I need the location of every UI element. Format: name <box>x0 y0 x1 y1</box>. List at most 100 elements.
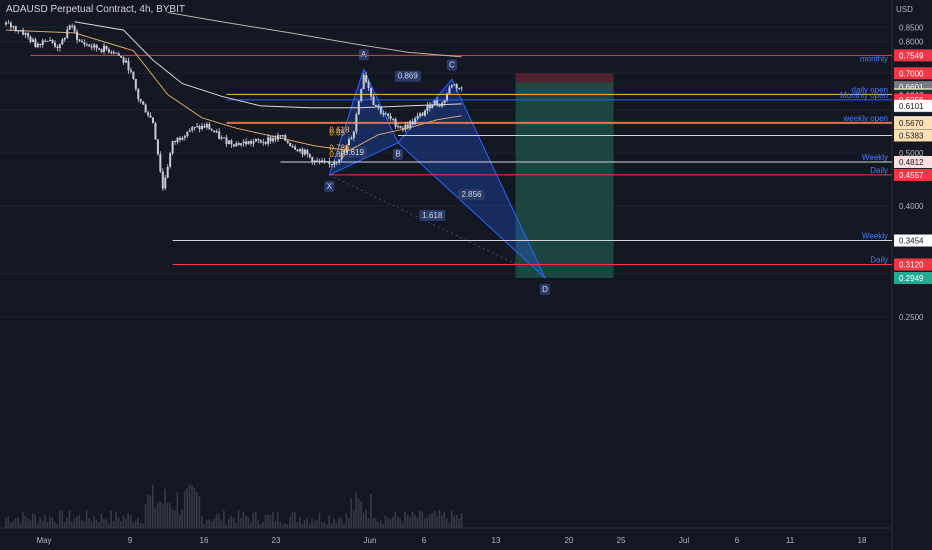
candle-body <box>14 26 17 31</box>
candle-body <box>379 106 382 114</box>
candle-body <box>201 125 203 130</box>
volume-bar <box>122 515 125 528</box>
candle-body <box>303 149 306 155</box>
candle-body <box>193 126 196 128</box>
candle-body <box>198 126 201 130</box>
candle-body <box>365 74 368 83</box>
candle-body <box>125 60 128 63</box>
volume-bar <box>333 518 335 528</box>
time-tick: 13 <box>492 536 501 545</box>
volume-bar <box>78 514 81 528</box>
volume-bar <box>404 511 406 528</box>
candle-body <box>161 171 164 189</box>
candle-body <box>183 136 186 138</box>
volume-bar <box>232 518 235 528</box>
volume-bar <box>370 494 372 528</box>
candle-body <box>330 164 333 166</box>
level-label: daily open <box>852 85 888 94</box>
harmonic-point-label: A <box>361 50 367 59</box>
candle-body <box>355 114 358 132</box>
volume-bar <box>147 494 149 528</box>
volume-bar <box>14 518 17 528</box>
candle-body <box>188 130 191 132</box>
harmonic-ratio-badge <box>458 189 485 201</box>
volume-bar <box>262 522 264 528</box>
candle-body <box>419 113 422 116</box>
volume-bar <box>120 521 122 528</box>
candle-body <box>117 53 120 56</box>
volume-bar <box>257 520 259 528</box>
candle-body <box>377 105 380 107</box>
candle-body <box>66 29 69 38</box>
price-label: 0.3120 <box>899 261 924 270</box>
position-tool[interactable] <box>515 73 614 278</box>
candle-body <box>421 113 424 116</box>
volume-bar <box>438 510 441 528</box>
candle-body <box>414 118 417 125</box>
level-label: monthly <box>860 54 888 63</box>
volume-bar <box>152 484 154 528</box>
volume-bar <box>259 524 262 528</box>
volume-bar <box>39 517 41 528</box>
time-tick: 6 <box>735 536 740 545</box>
time-tick: 23 <box>272 536 281 545</box>
candle-body <box>12 26 15 28</box>
candle-body <box>242 141 245 144</box>
volume-bar <box>245 515 247 528</box>
time-tick: Jul <box>679 536 689 545</box>
candle-body <box>311 157 314 163</box>
candle-body <box>73 25 76 32</box>
volume-bar <box>392 516 394 528</box>
volume-bar <box>149 495 152 528</box>
volume-bar <box>360 501 362 528</box>
candle-body <box>142 101 145 105</box>
volume-bar <box>115 511 117 528</box>
volume-bar <box>31 513 34 528</box>
price-label-tag <box>894 271 932 284</box>
volume-bar <box>76 516 78 528</box>
candle-body <box>24 33 27 35</box>
time-tick: 9 <box>128 536 133 545</box>
candle-body <box>63 37 66 40</box>
time-tick: 25 <box>617 536 626 545</box>
volume-bar <box>247 517 250 528</box>
harmonic-ratio-label: 0.869 <box>398 72 419 81</box>
volume-bar <box>379 520 382 528</box>
candle-body <box>203 125 206 128</box>
volume-bar <box>281 523 284 528</box>
candle-body <box>93 44 96 48</box>
candle-body <box>174 141 177 143</box>
volume-bar <box>191 485 193 528</box>
symbol-title[interactable]: ADAUSD Perpetual Contract, 4h, BYBIT <box>6 4 185 15</box>
candle-body <box>296 149 299 152</box>
volume-bar <box>455 515 458 528</box>
candle-body <box>262 142 265 144</box>
candle-body <box>269 137 272 142</box>
candles <box>5 19 463 191</box>
candle-body <box>51 40 54 43</box>
volume-bar <box>279 521 281 528</box>
candle-body <box>191 127 194 131</box>
candle-body <box>19 29 22 31</box>
volume-bar <box>414 514 416 528</box>
volume-bar <box>17 517 19 528</box>
candle-body <box>44 40 47 42</box>
volume-bar <box>66 518 68 528</box>
volume-bar <box>399 518 402 528</box>
moving-average-line <box>74 21 462 109</box>
candle-body <box>360 89 363 102</box>
candle-body <box>54 42 56 47</box>
price-axis[interactable]: USD 0.8500 0.8000 0.5000 0.4000 0.2500 0.7549 0… <box>894 5 932 322</box>
time-axis[interactable]: May 9 16 23 Jun 6 13 20 25 Jul 6 11 18 <box>36 536 867 545</box>
axis-unit: USD <box>896 5 913 14</box>
level-label: Weekly <box>862 153 888 162</box>
candle-body <box>308 154 311 158</box>
candle-body <box>220 137 223 139</box>
volume-bar <box>286 524 289 528</box>
volume-bar <box>103 519 105 528</box>
candle-body <box>223 137 226 139</box>
level-label: Monthly open <box>840 91 888 100</box>
candle-body <box>267 137 270 144</box>
